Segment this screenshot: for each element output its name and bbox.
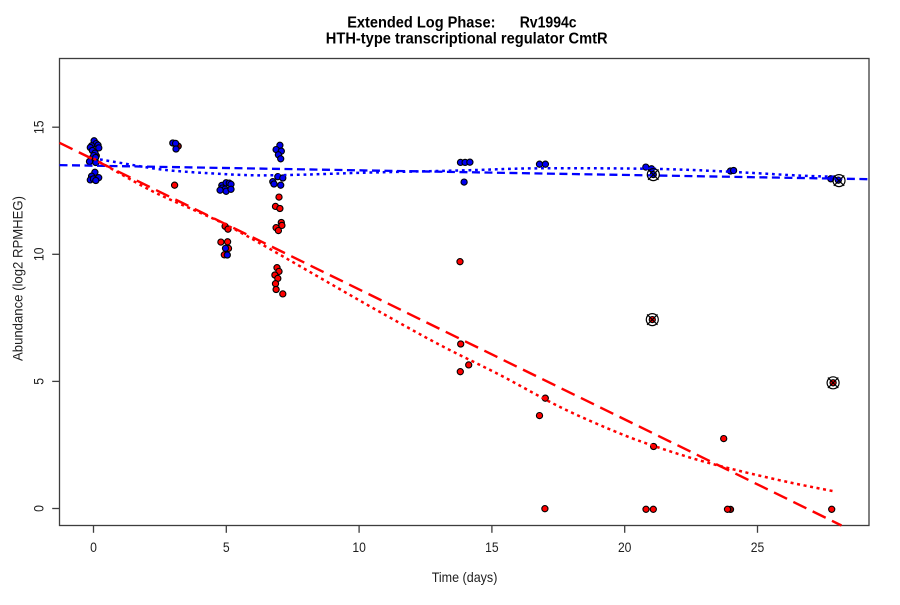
svg-text:Time (days): Time (days): [432, 569, 498, 585]
svg-text:Extended Log Phase:: Extended Log Phase:: [347, 15, 495, 32]
svg-text:5: 5: [32, 378, 47, 385]
svg-text:25: 25: [751, 540, 765, 555]
svg-text:HTH-type transcriptional regul: HTH-type transcriptional regulator CmtR: [326, 31, 608, 48]
svg-text:0: 0: [32, 505, 47, 512]
svg-text:10: 10: [352, 540, 366, 555]
svg-text:0: 0: [90, 540, 97, 555]
svg-text:20: 20: [618, 540, 632, 555]
svg-text:10: 10: [32, 248, 47, 261]
svg-text:Rv1994c: Rv1994c: [520, 15, 577, 32]
svg-text:5: 5: [223, 540, 230, 555]
svg-text:15: 15: [32, 120, 47, 134]
svg-text:Abundance (log2 RPMHEG): Abundance (log2 RPMHEG): [9, 196, 25, 361]
svg-text:15: 15: [485, 540, 499, 555]
